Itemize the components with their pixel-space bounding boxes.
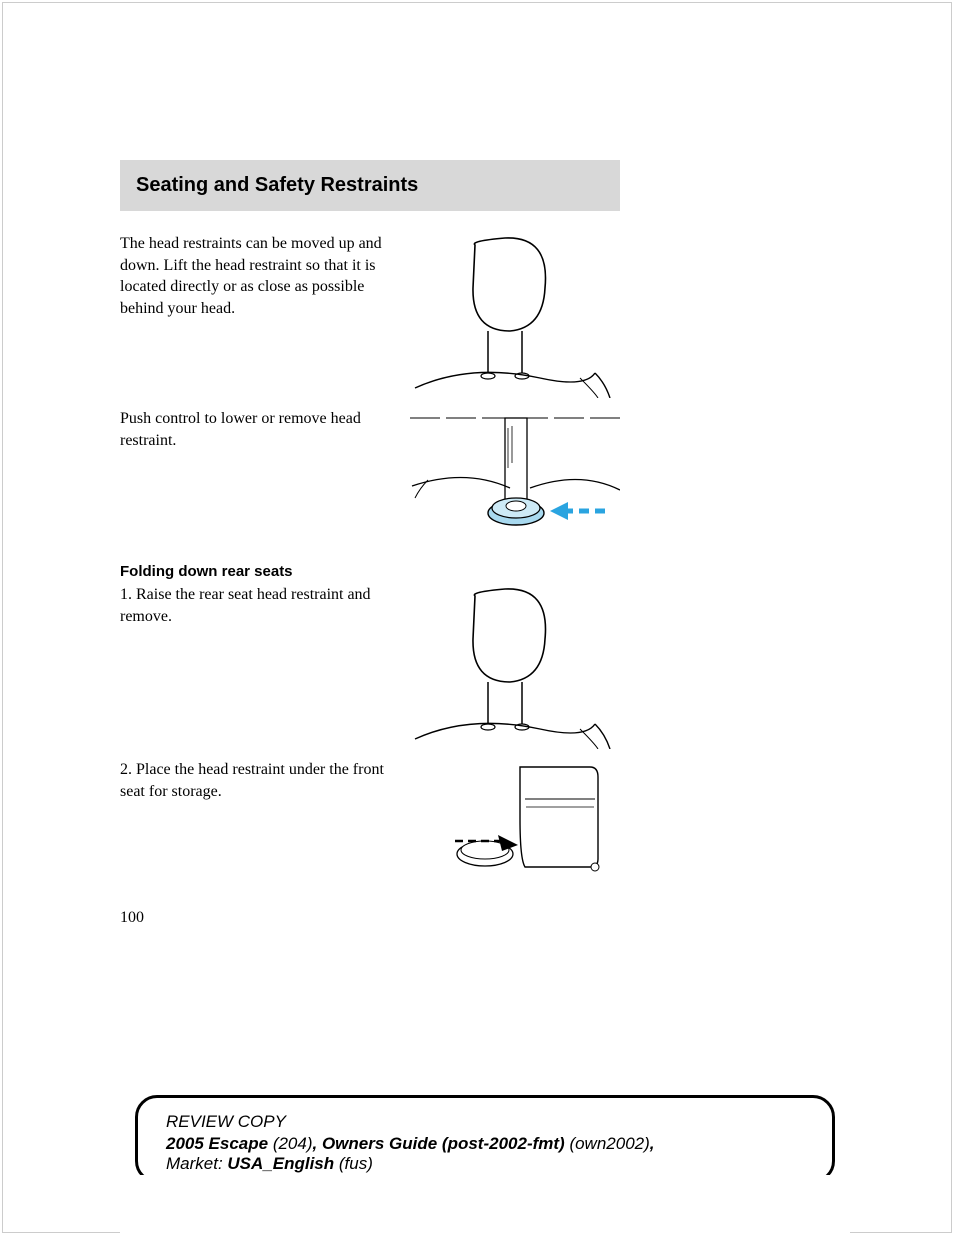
footer-sep2: , (650, 1134, 655, 1153)
footer-owncode: (own2002) (569, 1134, 649, 1153)
diagram-headrest-up-2 (410, 584, 620, 749)
diagram-headrest-up (410, 233, 620, 398)
footer-sep: , (313, 1134, 322, 1153)
section-title: Seating and Safety Restraints (136, 174, 604, 197)
paragraph: The head restraints can be moved up and … (120, 233, 390, 319)
paragraph: 2. Place the head restraint under the fr… (120, 759, 390, 802)
footer-market-label: Market: (166, 1154, 227, 1173)
footer-market: USA_English (227, 1154, 338, 1173)
paragraph: Push control to lower or remove head res… (120, 408, 390, 451)
footer-model: 2005 Escape (166, 1134, 273, 1153)
block-store-under-seat: 2. Place the head restraint under the fr… (120, 759, 620, 879)
block-raise-remove: 1. Raise the rear seat head restraint an… (120, 584, 620, 749)
block-headrest-move: The head restraints can be moved up and … (120, 233, 620, 398)
page-content: Seating and Safety Restraints The head r… (120, 160, 620, 927)
block-push-control: Push control to lower or remove head res… (120, 408, 620, 543)
footer-fus: (fus) (339, 1154, 373, 1173)
subheading-folding: Folding down rear seats (120, 563, 620, 580)
footer-box: REVIEW COPY 2005 Escape (204), Owners Gu… (135, 1095, 835, 1183)
footer-code: (204) (273, 1134, 313, 1153)
footer-line-3: Market: USA_English (fus) (166, 1154, 804, 1174)
diagram-store-under-seat (450, 759, 610, 879)
footer-line-1: REVIEW COPY (166, 1112, 804, 1132)
diagram-push-control (410, 408, 620, 543)
paragraph: 1. Raise the rear seat head restraint an… (120, 584, 390, 627)
footer-crop (120, 1175, 850, 1235)
footer-line-2: 2005 Escape (204), Owners Guide (post-20… (166, 1134, 804, 1154)
footer-guide: Owners Guide (post-2002-fmt) (322, 1134, 569, 1153)
section-header: Seating and Safety Restraints (120, 160, 620, 211)
page-number: 100 (120, 909, 620, 927)
